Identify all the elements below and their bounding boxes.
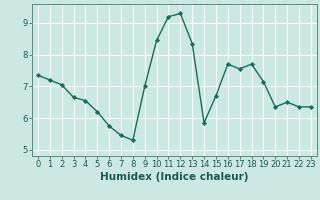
X-axis label: Humidex (Indice chaleur): Humidex (Indice chaleur) [100,172,249,182]
